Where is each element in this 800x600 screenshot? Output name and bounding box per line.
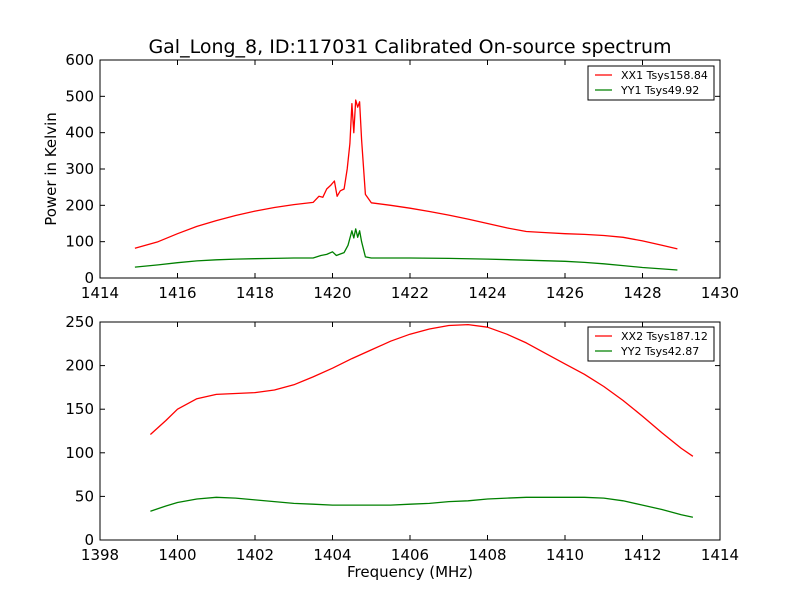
- x-tick-label: 1416: [158, 284, 196, 302]
- x-tick-label: 1424: [468, 284, 506, 302]
- x-tick-label: 1422: [391, 284, 429, 302]
- figure-title: Gal_Long_8, ID:117031 Calibrated On-sour…: [148, 36, 671, 58]
- x-tick-label: 1428: [623, 284, 661, 302]
- y-tick-label: 150: [65, 400, 94, 418]
- x-tick-label: 1404: [313, 546, 351, 564]
- series-line-yy: [134, 228, 678, 271]
- series-line-yy: [150, 496, 694, 518]
- x-tick-label: 1398: [81, 546, 119, 564]
- y-tick-label: 200: [65, 196, 94, 214]
- series-line-xx: [134, 99, 678, 250]
- legend: XX2 Tsys187.12 YY2 Tsys42.87: [587, 326, 715, 362]
- x-tick-label: 1414: [81, 284, 119, 302]
- x-tick-label: 1412: [623, 546, 661, 564]
- y-tick-label: 300: [65, 160, 94, 178]
- x-tick-label: 1414: [701, 546, 739, 564]
- y-tick-label: 50: [75, 487, 94, 505]
- y-axis-label: Power in Kelvin: [42, 112, 60, 226]
- y-tick-label: 0: [84, 269, 94, 287]
- y-tick-label: 200: [65, 357, 94, 375]
- series-line-xx: [149, 323, 694, 457]
- y-tick-label: 500: [65, 87, 94, 105]
- x-tick-label: 1400: [158, 546, 196, 564]
- x-tick-label: 1420: [313, 284, 351, 302]
- top-spectrum-panel: 1414 1416 1418 1420 1422 1424 1426 1428 1430 0 100…: [65, 51, 739, 302]
- y-tick-label: 400: [65, 124, 94, 142]
- legend-label: XX2 Tsys187.12: [621, 330, 708, 343]
- x-tick-label: 1426: [546, 284, 584, 302]
- legend-box: [587, 326, 715, 362]
- y-tick-label: 250: [65, 313, 94, 331]
- x-tick-label: 1406: [391, 546, 429, 564]
- legend: XX1 Tsys158.84 YY1 Tsys49.92: [587, 65, 715, 101]
- legend-label: YY1 Tsys49.92: [620, 84, 699, 97]
- y-tick-label: 0: [84, 531, 94, 549]
- y-tick-label: 600: [65, 51, 94, 69]
- x-tick-label: 1418: [236, 284, 274, 302]
- x-tick-label: 1408: [468, 546, 506, 564]
- x-tick-label: 1430: [701, 284, 739, 302]
- x-tick-label: 1402: [236, 546, 274, 564]
- y-tick-label: 100: [65, 444, 94, 462]
- x-axis-label: Frequency (MHz): [347, 563, 473, 581]
- legend-label: YY2 Tsys42.87: [620, 345, 699, 358]
- legend-box: [587, 65, 715, 101]
- bottom-spectrum-panel: 1398 1400 1402 1404 1406 1408 1410 1412 1414 0 50 1…: [65, 313, 739, 564]
- y-tick-label: 100: [65, 233, 94, 251]
- legend-label: XX1 Tsys158.84: [621, 69, 708, 82]
- x-tick-label: 1410: [546, 546, 584, 564]
